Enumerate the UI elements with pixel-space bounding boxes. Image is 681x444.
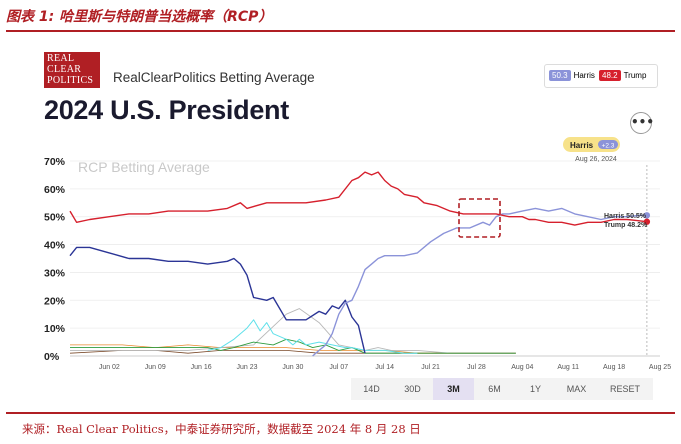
tooltip-badge-text: +2.3 [602,143,615,150]
x-tick-label: Aug 18 [603,364,625,371]
range-selector: 14D 30D 3M 6M 1Y MAX RESET [351,378,653,400]
end-label-trump: Trump 48.2% [604,222,648,229]
end-label-harris: Harris 50.5% [604,213,647,220]
y-tick-label: 50% [44,212,66,224]
highlight-box [458,198,501,238]
legend-item-trump[interactable]: 48.2 Trump [599,70,646,81]
legend-name-trump: Trump [623,71,647,80]
chart-watermark: RCP Betting Average [78,159,210,175]
legend-name-harris: Harris [573,71,595,80]
y-tick-label: 20% [44,295,66,307]
page-title: 2024 U.S. President [44,95,289,125]
x-tick-label: Jun 09 [145,364,166,371]
range-button-30d[interactable]: 30D [392,378,433,400]
legend-box [544,64,658,88]
y-tick-label: 70% [44,156,66,168]
range-button-14d[interactable]: 14D [351,378,392,400]
x-tick-label: Aug 04 [511,364,533,371]
legend-value-harris: 50.3 [549,70,571,81]
x-tick-label: Jul 14 [375,364,394,371]
source-note: 来源：Real Clear Politics，中泰证券研究所，数据截至 2024… [22,422,421,436]
y-tick-label: 0% [44,351,60,363]
range-button-1y[interactable]: 1Y [515,378,556,400]
logo-line-3: POLITICS [47,75,94,86]
end-dot-trump [643,218,651,225]
legend-item-harris[interactable]: 50.3 Harris [549,70,595,81]
x-tick-label: Jul 21 [421,364,440,371]
rcp-logo: REAL CLEAR POLITICS [44,52,100,88]
bottom-divider [6,412,675,414]
x-tick-label: Jun 30 [282,364,303,371]
y-tick-label: 60% [44,184,66,196]
end-dot-harris [643,212,651,219]
legend-value-trump: 48.2 [599,70,621,81]
tooltip-date: Aug 26, 2024 [575,156,617,163]
x-tick-label: Jun 02 [99,364,120,371]
brand-title: RealClearPolitics Betting Average [113,70,315,85]
series-line-cyan [207,319,418,354]
logo-line-2: CLEAR [47,64,82,75]
x-tick-label: Aug 25 [649,364,671,371]
y-tick-label: 40% [44,240,66,252]
series-line-trump [69,171,647,226]
hover-tooltip: Harris +2.3 Aug 26, 2024 [563,137,620,163]
y-tick-label: 10% [44,323,66,335]
range-button-max[interactable]: MAX [556,378,597,400]
tooltip-name: Harris [570,141,594,150]
top-divider [6,30,675,32]
series-line-orange [70,344,516,354]
range-button-6m[interactable]: 6M [474,378,515,400]
x-tick-label: Jun 23 [236,364,257,371]
range-button-3m[interactable]: 3M [433,378,474,400]
more-options-icon[interactable]: ••• [630,112,654,134]
x-tick-label: Jul 07 [329,364,348,371]
series-line-biden [69,246,366,354]
figure-caption: 图表 1: 哈里斯与特朗普当选概率（RCP） [6,9,273,25]
range-button-reset[interactable]: RESET [597,378,653,400]
logo-line-1: REAL [47,53,75,64]
x-tick-label: Jun 16 [191,364,212,371]
series-line-grey [70,308,516,354]
x-tick-label: Jul 28 [467,364,486,371]
tooltip-badge [598,140,618,149]
y-tick-label: 30% [44,267,66,279]
series-line-harris [312,207,647,357]
x-tick-label: Aug 11 [557,364,579,371]
